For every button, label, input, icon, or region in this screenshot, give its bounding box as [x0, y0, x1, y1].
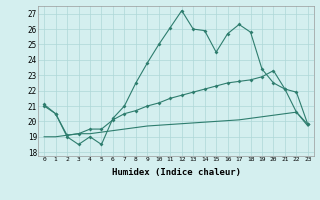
X-axis label: Humidex (Indice chaleur): Humidex (Indice chaleur) [111, 168, 241, 177]
